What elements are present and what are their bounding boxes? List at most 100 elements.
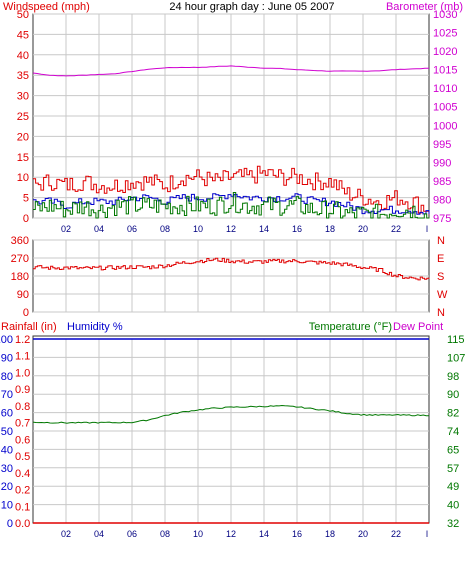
wind-series-group: [32, 65, 430, 219]
humidity-tick-label: 20: [1, 481, 13, 493]
humidity-x-tick-label: 06: [127, 529, 137, 539]
rainfall-tick-label: 0.4: [15, 468, 30, 480]
rainfall-axis-label: Rainfall (in): [1, 321, 57, 333]
temperature-tick-label: 57: [447, 463, 459, 475]
wind-grid: [33, 13, 429, 219]
humidity-x-tick-label: 08: [160, 529, 170, 539]
humidity-series-group: [32, 338, 430, 524]
temperature-tick-label: 82: [447, 408, 459, 420]
humidity-tick-label: 100: [0, 334, 13, 346]
rainfall-tick-label: 0.1: [15, 501, 30, 513]
windspeed-tick-label: 30: [17, 91, 29, 103]
wind-x-tick-label: 12: [226, 224, 236, 234]
barometer-tick-label: 1015: [433, 65, 457, 77]
rainfall-tick-label: 1.1: [15, 351, 30, 363]
temperature-tick-label: 40: [447, 500, 459, 512]
graph-title: 24 hour graph day : June 05 2007: [169, 1, 334, 13]
wind-x-tick-label: 18: [325, 224, 335, 234]
windspeed-tick-label: 45: [17, 29, 29, 41]
barometer-axis-label: Barometer (mb): [386, 1, 463, 13]
humidity-x-tick-label: 18: [325, 529, 335, 539]
barometer-tick-label: 1000: [433, 120, 457, 132]
wind-x-tick-label: 20: [358, 224, 368, 234]
temperature-tick-label: 65: [447, 444, 459, 456]
temperature-tick-label: 107: [447, 352, 465, 364]
humidity-tick-label: 0: [7, 518, 13, 530]
rainfall-tick-label: 1.0: [15, 367, 30, 379]
windspeed-tick-label: 15: [17, 152, 29, 164]
humidity-x-tick-label: 02: [61, 529, 71, 539]
wind_green-series-line: [33, 192, 430, 219]
windspeed-tick-label: 5: [23, 193, 29, 205]
humidity-y-axis-left: 0 10 20 30 40 50 60 70 80 90 100 0.0 0.1 0.2 0.4 0.5 0.6…: [0, 334, 30, 530]
humidity-tick-label: 60: [1, 408, 13, 420]
windspeed-tick-label: 40: [17, 50, 29, 62]
humidity-tick-label: 80: [1, 371, 13, 383]
wind-direction-series-line: [33, 257, 430, 281]
humidity-x-tick-label: 04: [94, 529, 104, 539]
humidity-x-end-mark: l: [426, 529, 428, 539]
windspeed-tick-label: 0: [23, 213, 29, 225]
rainfall-tick-label: 0.7: [15, 418, 30, 430]
rainfall-tick-label: 0.6: [15, 434, 30, 446]
wind-x-tick-label: 10: [193, 224, 203, 234]
humidity-tick-label: 50: [1, 426, 13, 438]
wind-x-tick-label: 06: [127, 224, 137, 234]
wind-x-end-mark: l: [426, 224, 428, 234]
wind-x-axis: 02 04 06 08 10 12 14 16 18 20 22 l: [61, 224, 428, 234]
humidity-x-tick-label: 22: [391, 529, 401, 539]
dewpoint-axis-label: Dew Point: [393, 321, 443, 333]
wind-x-tick-label: 02: [61, 224, 71, 234]
wind-x-tick-label: 16: [292, 224, 302, 234]
wind-x-tick-label: 14: [259, 224, 269, 234]
compass-letter: N: [437, 307, 445, 319]
direction-tick-label: 90: [17, 289, 29, 301]
windspeed-tick-label: 35: [17, 70, 29, 82]
humidity-x-tick-label: 14: [259, 529, 269, 539]
humidity-x-axis: 02 04 06 08 10 12 14 16 18 20 22 l: [61, 529, 428, 539]
barometer-tick-label: 980: [433, 194, 451, 206]
wind-x-tick-label: 04: [94, 224, 104, 234]
rainfall-tick-label: 0.8: [15, 401, 30, 413]
barometer-tick-label: 975: [433, 213, 451, 225]
temperature-tick-label: 32: [447, 518, 459, 530]
rainfall-tick-label: 1.2: [15, 334, 30, 346]
humidity-x-tick-label: 16: [292, 529, 302, 539]
humidity-tick-label: 10: [1, 500, 13, 512]
wind-x-tick-label: 08: [160, 224, 170, 234]
barometer-tick-label: 1025: [433, 28, 457, 40]
rainfall-tick-label: 0.5: [15, 451, 30, 463]
temperature-series-line: [32, 404, 430, 424]
barometer-tick-label: 990: [433, 157, 451, 169]
windspeed-tick-label: 25: [17, 111, 29, 123]
wind-y-axis-left: 0 5 10 15 20 25 30 35 40 45 50: [17, 9, 29, 225]
barometer-y-axis-right: 975 980 985 990 995 1000 1005 1010 1015 1020 1025 1…: [433, 9, 457, 225]
compass-letter: N: [437, 235, 445, 247]
direction-tick-label: 270: [11, 253, 29, 265]
barometer-tick-label: 1020: [433, 46, 457, 58]
windspeed-tick-label: 20: [17, 131, 29, 143]
windspeed-tick-label: 50: [17, 9, 29, 21]
rainfall-tick-label: 0.9: [15, 384, 30, 396]
temperature-tick-label: 74: [447, 426, 459, 438]
direction-tick-label: 360: [11, 235, 29, 247]
humidity-x-tick-label: 20: [358, 529, 368, 539]
barometer-tick-label: 995: [433, 139, 451, 151]
temperature-tick-label: 49: [447, 481, 459, 493]
rainfall-tick-label: 0.0: [15, 518, 30, 530]
temperature-tick-label: 98: [447, 371, 459, 383]
humidity-tick-label: 30: [1, 463, 13, 475]
direction-series-group: [33, 257, 430, 281]
direction-tick-label: 180: [11, 271, 29, 283]
humidity-x-tick-label: 12: [226, 529, 236, 539]
rainfall-tick-label: 0.2: [15, 485, 30, 497]
temperature-axis-label: Temperature (°F): [309, 321, 392, 333]
wind-series-line: [33, 165, 430, 215]
barometer-tick-label: 1010: [433, 83, 457, 95]
windspeed-tick-label: 10: [17, 172, 29, 184]
humidity-axis-label: Humidity %: [67, 321, 123, 333]
barometer-tick-label: 1005: [433, 102, 457, 114]
